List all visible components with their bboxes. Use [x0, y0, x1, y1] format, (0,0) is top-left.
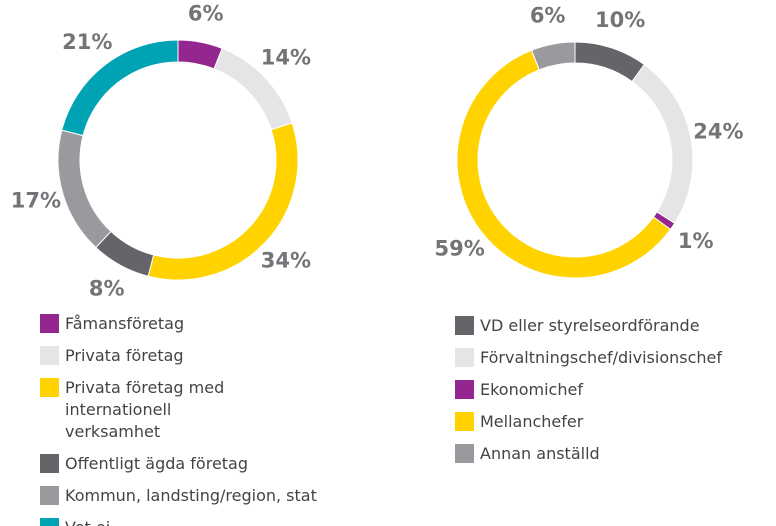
legend-swatch — [40, 486, 59, 505]
value-label: 14% — [261, 46, 311, 70]
legend-swatch — [40, 314, 59, 333]
legend-item: Vet ej — [40, 517, 317, 526]
legend-swatch — [40, 378, 59, 397]
donut-slice — [530, 41, 576, 71]
legend-label: Offentligt ägda företag — [65, 454, 249, 473]
donut-slice — [61, 39, 179, 137]
legend-item: Fåmansföretag — [40, 313, 317, 335]
legend-label: Mellanchefer — [480, 412, 584, 431]
legend-swatch — [455, 380, 474, 399]
legend-label: Vet ej — [65, 517, 110, 526]
legend-item: Offentligt ägda företag — [40, 453, 317, 475]
legend-item: Ekonomichef — [455, 379, 722, 401]
legend-label: Förvaltningschef/divisionschef — [480, 348, 722, 367]
legend-item: Privata företag — [40, 345, 317, 367]
legend: Fåmansföretag Privata företag Privata före… — [40, 313, 317, 526]
donut-slice — [574, 41, 646, 83]
legend-label: Ekonomichef — [480, 380, 583, 399]
donut-slice — [456, 49, 672, 279]
donut-slice — [57, 129, 112, 249]
value-label: 21% — [62, 30, 112, 54]
legend-swatch — [40, 518, 59, 526]
legend-swatch — [40, 454, 59, 473]
value-label: 10% — [595, 8, 645, 32]
legend-label: Privata företag — [65, 346, 184, 365]
value-label: 59% — [435, 236, 485, 260]
legend-swatch — [455, 348, 474, 367]
legend-label: Kommun, landsting/region, stat — [65, 486, 317, 505]
value-label: 6% — [530, 4, 566, 28]
legend-item: Förvaltningschef/divisionschef — [455, 347, 722, 369]
legend-item: Privata företag med internationell verks… — [40, 377, 317, 443]
legend-label: VD eller styrelseordförande — [480, 316, 700, 335]
legend-swatch — [40, 346, 59, 365]
legend-label: Privata företag med internationell verks… — [65, 378, 225, 441]
legend-item: VD eller styrelseordförande — [455, 315, 722, 337]
value-label: 24% — [693, 120, 743, 144]
legend-label: Fåmansföretag — [65, 314, 185, 333]
legend-item: Annan anställd — [455, 443, 722, 465]
legend-label: Annan anställd — [480, 444, 600, 463]
legend-swatch — [455, 444, 474, 463]
value-label: 6% — [188, 2, 224, 26]
value-label: 34% — [261, 248, 311, 272]
legend-item: Kommun, landsting/region, stat — [40, 485, 317, 507]
legend: VD eller styrelseordförande Förvaltningsc… — [455, 315, 722, 465]
legend-swatch — [455, 316, 474, 335]
legend-swatch — [455, 412, 474, 431]
donut-slice — [631, 63, 694, 224]
value-label: 1% — [678, 229, 714, 253]
value-label: 8% — [89, 277, 125, 301]
value-label: 17% — [11, 188, 61, 212]
legend-item: Mellanchefer — [455, 411, 722, 433]
